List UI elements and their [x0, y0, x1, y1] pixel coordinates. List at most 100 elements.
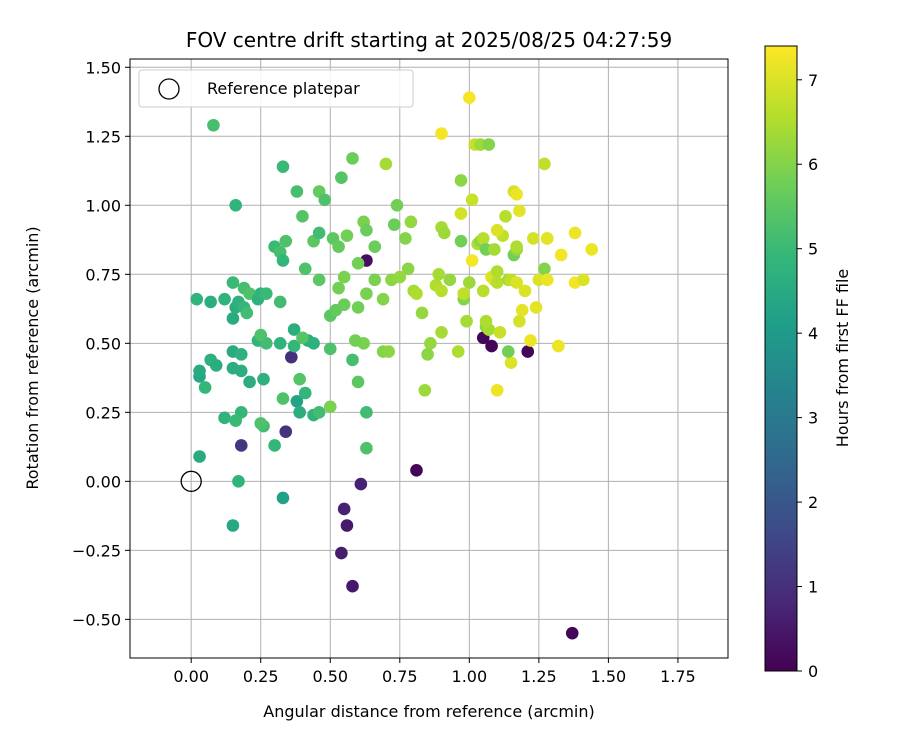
data-point [287, 339, 301, 353]
legend-box [138, 69, 414, 108]
y-tick-label: 1.25 [85, 127, 121, 146]
data-point [457, 287, 471, 300]
data-point [465, 193, 479, 207]
data-point [254, 328, 268, 342]
x-axis-ticks: 0.00 0.25 0.50 0.75 1.00 1.25 1.50 1.75 [173, 658, 696, 686]
data-point [346, 579, 359, 593]
data-point [307, 337, 320, 350]
y-axis-ticks: −0.50 −0.25 0.00 0.25 0.50 0.75 1.00 1.25 1.50 [72, 58, 130, 629]
y-tick-label: 0.75 [85, 265, 121, 284]
data-point [234, 348, 248, 361]
data-point [234, 364, 248, 378]
colorbar-tick-label: 0 [808, 662, 818, 681]
data-point [540, 273, 554, 287]
data-point [312, 226, 326, 240]
data-point [240, 306, 254, 320]
data-points [190, 91, 599, 640]
data-point [218, 411, 231, 425]
data-point [454, 234, 468, 248]
data-point [204, 295, 217, 309]
data-point [273, 337, 287, 350]
data-point [229, 198, 242, 212]
data-point [476, 232, 490, 245]
data-point [318, 193, 331, 207]
data-point [368, 240, 382, 254]
x-tick-label: 1.50 [591, 667, 627, 686]
data-point [387, 218, 401, 231]
data-point [382, 345, 395, 358]
data-point [424, 337, 437, 350]
data-point [490, 223, 504, 237]
data-point [360, 406, 373, 419]
data-point [335, 171, 348, 184]
data-point [207, 118, 220, 132]
data-point [360, 223, 373, 237]
data-point [504, 356, 518, 369]
reference-marker [180, 470, 202, 492]
data-point [540, 232, 554, 245]
data-point [552, 339, 565, 353]
data-point [243, 375, 256, 389]
data-point [360, 287, 373, 300]
data-point [346, 353, 359, 367]
data-point [432, 268, 446, 281]
y-tick-label: 1.50 [85, 58, 121, 77]
x-tick-label: 0.00 [173, 667, 209, 686]
data-point [276, 254, 290, 267]
data-point [527, 232, 540, 245]
data-point [193, 364, 206, 378]
plot-frame [129, 58, 729, 659]
data-point [323, 342, 337, 356]
data-point [276, 392, 290, 405]
colorbar-tick-label: 5 [808, 240, 818, 259]
data-point [554, 248, 568, 262]
data-point [518, 284, 532, 298]
data-point [298, 386, 312, 400]
data-point [279, 425, 293, 438]
data-point [585, 243, 599, 256]
data-point [538, 262, 551, 276]
data-point [454, 174, 468, 187]
data-point [510, 187, 523, 201]
x-axis-label: Angular distance from reference (arcmin) [263, 702, 594, 721]
data-point [332, 240, 345, 254]
colorbar-tick-label: 2 [808, 493, 818, 512]
data-point [460, 314, 473, 328]
data-point [513, 204, 526, 218]
data-point [490, 276, 504, 289]
data-point [568, 226, 582, 240]
data-point [335, 546, 348, 560]
x-tick-label: 0.50 [312, 667, 348, 686]
colorbar-label: Hours from first FF file [833, 269, 852, 448]
data-point [379, 157, 393, 171]
data-point [337, 502, 351, 516]
data-point [254, 417, 268, 430]
data-point [515, 303, 529, 317]
data-point [193, 450, 206, 463]
data-point [501, 345, 515, 358]
data-point [346, 152, 359, 165]
reference-platepar-point [180, 470, 202, 492]
data-point [465, 254, 479, 267]
data-point [476, 284, 490, 298]
data-point [577, 273, 590, 287]
data-point [259, 287, 273, 300]
data-point [499, 210, 512, 223]
data-point [538, 157, 551, 171]
data-point [451, 345, 465, 358]
data-point [479, 314, 493, 328]
data-point [513, 314, 526, 328]
data-point [529, 301, 543, 314]
data-point [312, 406, 326, 419]
data-point [524, 334, 537, 347]
data-point [368, 273, 382, 287]
data-point [463, 91, 476, 104]
x-tick-label: 1.00 [452, 667, 488, 686]
data-point [488, 243, 501, 256]
colorbar-ticks: 0 1 2 3 4 5 6 7 [797, 71, 818, 681]
data-point [273, 295, 287, 309]
data-point [401, 262, 415, 276]
data-point [410, 463, 423, 477]
data-point [337, 270, 351, 284]
